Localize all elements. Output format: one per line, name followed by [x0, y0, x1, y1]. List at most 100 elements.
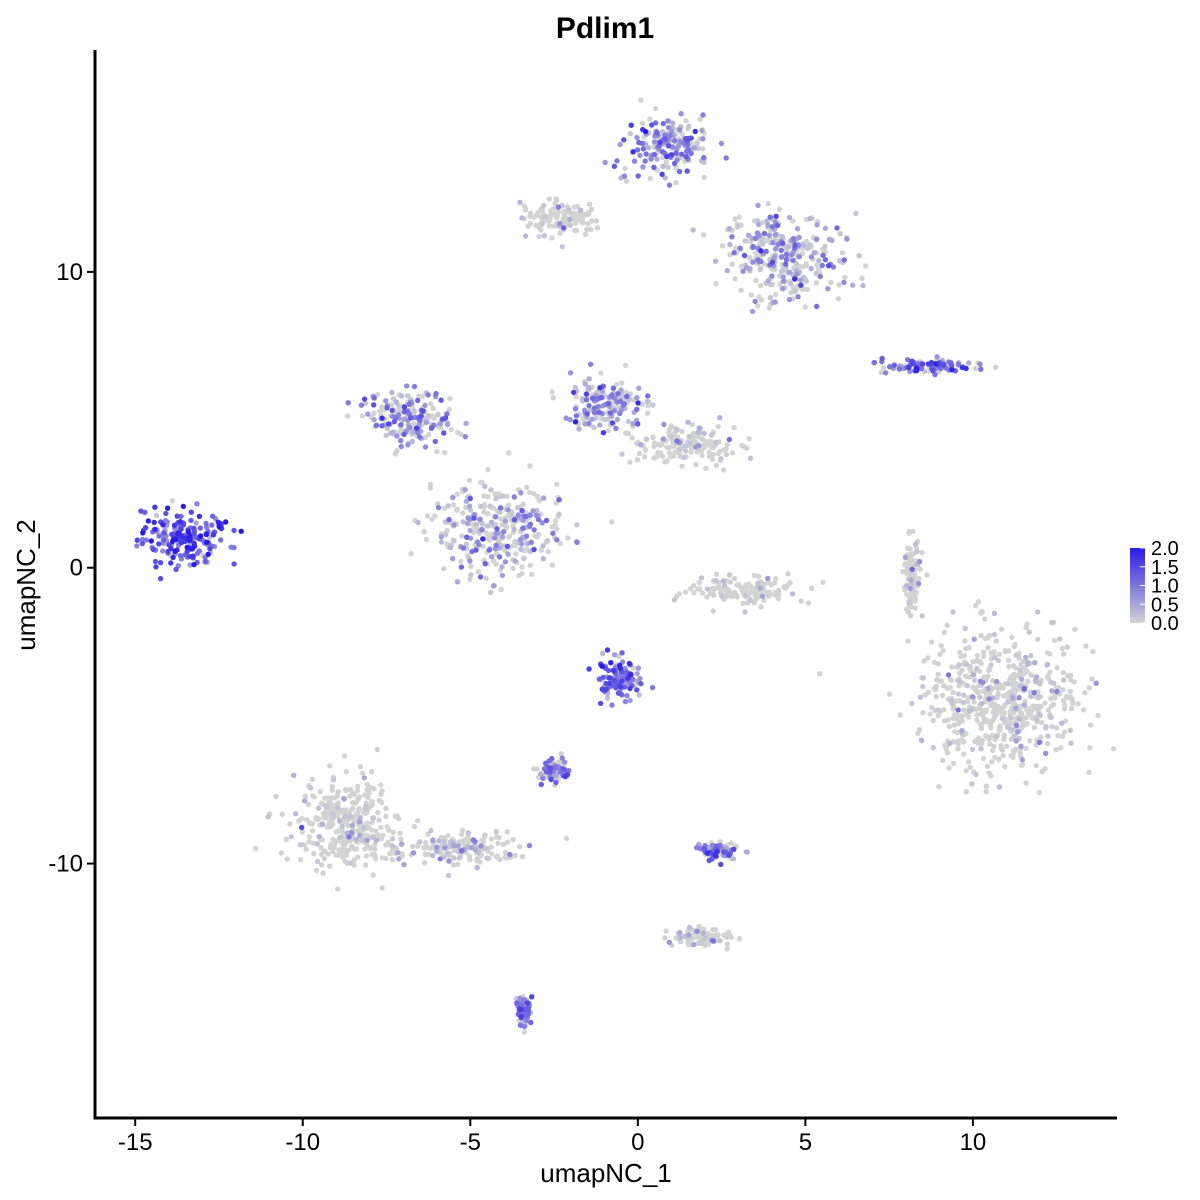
data-point [1021, 702, 1028, 708]
data-point [505, 507, 511, 513]
data-point [757, 266, 763, 273]
data-point [685, 419, 691, 425]
data-point [342, 813, 348, 819]
data-point [602, 159, 608, 166]
data-point [755, 580, 761, 586]
data-point [715, 932, 721, 938]
data-point [529, 994, 535, 1000]
data-point [383, 432, 389, 439]
data-point [644, 398, 650, 405]
data-point [215, 519, 221, 525]
data-point [557, 230, 563, 236]
data-point [654, 454, 660, 460]
data-point [379, 788, 385, 794]
data-point [742, 593, 748, 599]
data-point [1038, 734, 1044, 740]
data-point [696, 425, 702, 431]
data-point [692, 128, 698, 135]
data-point [151, 519, 157, 526]
data-point [513, 551, 519, 557]
data-point [518, 1013, 524, 1020]
data-point [411, 383, 418, 390]
data-point [732, 216, 738, 222]
data-point [445, 832, 451, 839]
data-point [527, 213, 533, 220]
data-point [464, 520, 471, 527]
data-point [621, 173, 628, 179]
data-point [979, 737, 986, 744]
data-point [603, 680, 609, 687]
data-point [699, 127, 705, 134]
data-point [743, 587, 749, 593]
data-point [336, 818, 343, 824]
data-point [490, 583, 497, 589]
data-point [970, 694, 976, 700]
data-point [749, 308, 756, 315]
data-point [718, 861, 724, 867]
data-point [740, 268, 746, 274]
data-point [914, 548, 920, 554]
data-point [169, 498, 175, 504]
data-point [1018, 676, 1024, 682]
data-point [549, 755, 555, 762]
data-point [583, 391, 590, 397]
data-point [697, 116, 703, 123]
data-point [734, 594, 740, 600]
data-point [772, 291, 779, 298]
data-point [339, 823, 345, 829]
data-point [1018, 710, 1024, 717]
data-point [917, 558, 923, 565]
data-point [415, 818, 421, 824]
data-point [343, 787, 349, 794]
y-tick-label: 0 [70, 555, 83, 582]
data-point [362, 792, 368, 798]
data-point [550, 530, 556, 536]
data-point [717, 586, 723, 592]
data-point [291, 772, 297, 778]
data-point [447, 544, 454, 551]
data-point [660, 120, 666, 127]
data-point [369, 798, 375, 805]
data-point [1013, 652, 1019, 658]
data-point [521, 1023, 528, 1030]
data-point [360, 837, 366, 843]
data-point [379, 404, 385, 410]
data-point [600, 674, 606, 681]
data-point [671, 160, 678, 167]
data-point [786, 214, 793, 221]
data-point [712, 926, 719, 933]
data-point [398, 437, 404, 444]
data-point [906, 599, 912, 606]
data-point [973, 771, 979, 778]
data-point [743, 264, 750, 271]
data-point [425, 412, 431, 418]
data-point [487, 503, 493, 509]
data-point [168, 545, 174, 552]
data-point [1036, 693, 1042, 700]
data-point [654, 130, 660, 136]
data-point [1067, 688, 1074, 695]
data-point [634, 134, 640, 141]
data-point [303, 846, 309, 852]
data-point [530, 508, 536, 514]
data-point [1033, 762, 1039, 769]
data-point [586, 201, 593, 207]
data-point [986, 736, 992, 742]
data-point [988, 702, 994, 709]
data-point [983, 788, 989, 795]
data-point [988, 773, 994, 779]
data-point [841, 257, 847, 263]
data-point [1067, 727, 1074, 733]
data-point [1023, 745, 1029, 752]
data-point [516, 843, 523, 850]
data-point [736, 214, 742, 220]
data-point [916, 575, 922, 582]
data-point [512, 558, 518, 564]
data-point [548, 765, 554, 772]
data-point [541, 233, 547, 239]
data-point [909, 560, 915, 566]
data-point [756, 573, 762, 579]
data-point [663, 928, 669, 934]
data-point [674, 438, 680, 444]
data-point [1045, 707, 1052, 713]
